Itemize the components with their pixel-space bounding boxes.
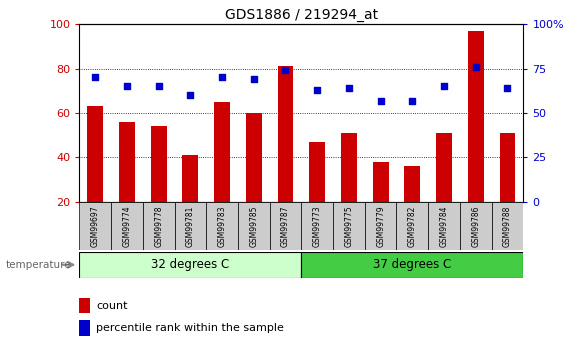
Text: GSM99784: GSM99784 bbox=[440, 206, 449, 247]
Text: GSM99787: GSM99787 bbox=[281, 206, 290, 247]
Bar bbox=[365, 202, 396, 250]
Bar bbox=[246, 113, 262, 202]
Bar bbox=[119, 122, 135, 202]
Point bbox=[344, 85, 353, 91]
Bar bbox=[309, 142, 325, 202]
Text: GSM99786: GSM99786 bbox=[471, 206, 480, 247]
Bar bbox=[500, 133, 516, 202]
Text: GSM99773: GSM99773 bbox=[313, 206, 322, 247]
Point bbox=[503, 85, 512, 91]
Bar bbox=[428, 202, 460, 250]
Bar bbox=[206, 202, 238, 250]
Bar bbox=[405, 166, 420, 202]
Text: temperature: temperature bbox=[6, 260, 72, 270]
Bar bbox=[396, 202, 428, 250]
Bar bbox=[182, 155, 198, 202]
Bar bbox=[151, 126, 166, 202]
Bar bbox=[468, 31, 484, 202]
Text: count: count bbox=[96, 301, 128, 311]
Bar bbox=[278, 66, 293, 202]
Bar bbox=[436, 133, 452, 202]
Point bbox=[281, 68, 290, 73]
Text: GSM99785: GSM99785 bbox=[249, 206, 258, 247]
Bar bbox=[238, 202, 270, 250]
Point bbox=[249, 77, 259, 82]
Bar bbox=[175, 202, 206, 250]
Bar bbox=[79, 252, 302, 278]
Point bbox=[376, 98, 385, 103]
Point bbox=[122, 83, 132, 89]
Bar bbox=[79, 202, 111, 250]
Text: GSM99783: GSM99783 bbox=[218, 206, 226, 247]
Text: GSM99774: GSM99774 bbox=[122, 206, 132, 247]
Text: 37 degrees C: 37 degrees C bbox=[373, 258, 452, 271]
Point bbox=[154, 83, 163, 89]
Text: 32 degrees C: 32 degrees C bbox=[151, 258, 229, 271]
Bar bbox=[79, 320, 91, 336]
Bar bbox=[302, 252, 523, 278]
Text: GSM99697: GSM99697 bbox=[91, 206, 100, 247]
Bar bbox=[333, 202, 365, 250]
Point bbox=[407, 98, 417, 103]
Bar bbox=[79, 298, 91, 313]
Text: GSM99778: GSM99778 bbox=[154, 206, 163, 247]
Bar bbox=[373, 162, 389, 202]
Point bbox=[186, 92, 195, 98]
Text: GSM99775: GSM99775 bbox=[345, 206, 353, 247]
Bar bbox=[341, 133, 357, 202]
Bar bbox=[87, 106, 103, 202]
Bar bbox=[270, 202, 301, 250]
Point bbox=[91, 75, 100, 80]
Text: GSM99779: GSM99779 bbox=[376, 206, 385, 247]
Bar bbox=[214, 102, 230, 202]
Text: percentile rank within the sample: percentile rank within the sample bbox=[96, 323, 284, 333]
Bar bbox=[111, 202, 143, 250]
Point bbox=[439, 83, 449, 89]
Text: GSM99788: GSM99788 bbox=[503, 206, 512, 247]
Bar bbox=[302, 202, 333, 250]
Bar bbox=[460, 202, 492, 250]
Bar bbox=[492, 202, 523, 250]
Point bbox=[312, 87, 322, 93]
Text: GSM99781: GSM99781 bbox=[186, 206, 195, 247]
Title: GDS1886 / 219294_at: GDS1886 / 219294_at bbox=[225, 8, 378, 22]
Point bbox=[471, 64, 480, 70]
Text: GSM99782: GSM99782 bbox=[408, 206, 417, 247]
Bar bbox=[143, 202, 175, 250]
Point bbox=[218, 75, 227, 80]
